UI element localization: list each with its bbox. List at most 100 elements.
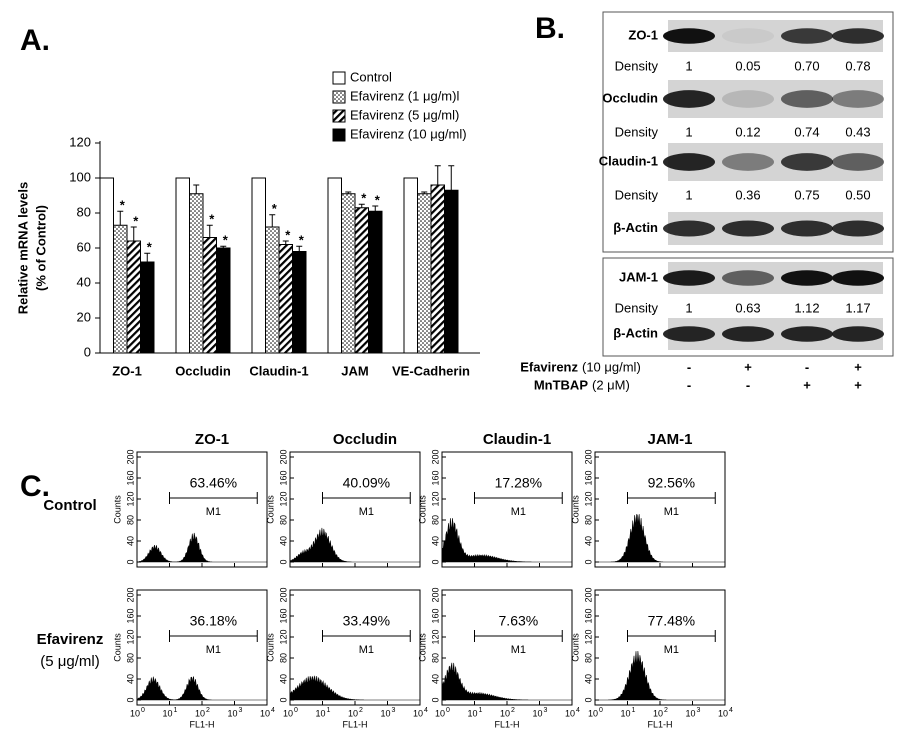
flow-column-title: Occludin [333, 431, 397, 448]
flow-y-tick-label: 200 [278, 587, 288, 602]
flow-y-tick-label: 160 [125, 608, 135, 623]
flow-column-title: ZO-1 [195, 431, 229, 448]
flow-y-tick-label: 120 [278, 629, 288, 644]
error-bar [144, 252, 151, 262]
histogram [289, 527, 420, 563]
flow-y-label: Counts [570, 633, 580, 662]
treatment-sign: - [687, 359, 691, 374]
flow-x-tick-base: 10 [565, 708, 575, 718]
gate-label: M1 [359, 506, 374, 518]
legend-swatch [332, 128, 346, 142]
bar [140, 261, 155, 354]
flow-y-label: Counts [265, 495, 275, 524]
histogram [595, 513, 725, 563]
blot-frame [602, 257, 894, 357]
legend-label: Efavirenz (10 μg/ml) [350, 126, 467, 141]
error-bar [282, 240, 289, 245]
treatment-dose: (2 μM) [592, 377, 630, 392]
error-bar [434, 165, 441, 185]
flow-y-tick-label: 120 [430, 491, 440, 506]
density-label: Density [615, 187, 659, 202]
error-bar [130, 226, 137, 241]
flow-x-tick-base: 10 [435, 708, 445, 718]
flow-y-tick-label: 40 [125, 674, 135, 684]
flow-y-tick-label: 160 [278, 470, 288, 485]
gate-bracket [322, 630, 411, 642]
blot-band [832, 90, 884, 108]
blot-label: Occludin [602, 90, 658, 105]
flow-y-tick-label: 80 [125, 515, 135, 525]
treatment-sign: - [805, 359, 809, 374]
flow-y-tick-label: 0 [583, 559, 593, 564]
flow-y-tick-label: 40 [583, 674, 593, 684]
treatment-sign: + [744, 359, 752, 374]
error-bar [372, 205, 379, 212]
error-bar [296, 245, 303, 252]
legend-swatch [332, 109, 346, 123]
flow-y-tick-label: 200 [583, 449, 593, 464]
bar [417, 193, 432, 354]
flow-x-tick-exponent: 1 [174, 707, 178, 714]
flow-plot [594, 589, 726, 706]
flow-column-title: Claudin-1 [483, 431, 551, 448]
density-label: Density [615, 300, 659, 315]
blot-label: ZO-1 [628, 27, 658, 42]
flow-x-tick-base: 10 [283, 708, 293, 718]
gate-percentage: 40.09% [343, 475, 390, 491]
flow-x-tick-exponent: 3 [239, 707, 243, 714]
density-value: 0.74 [794, 124, 819, 139]
density-value: 1.12 [794, 300, 819, 315]
bar [430, 184, 445, 354]
legend-swatch [332, 90, 346, 104]
flow-x-tick-base: 10 [467, 708, 477, 718]
flow-plot [594, 451, 726, 568]
flow-y-tick-label: 80 [583, 653, 593, 663]
flow-x-tick-base: 10 [315, 708, 325, 718]
gate-bracket [169, 492, 258, 504]
gate-bracket [322, 492, 411, 504]
gate-label: M1 [664, 506, 679, 518]
gate-percentage: 63.46% [190, 475, 237, 491]
density-value: 1.17 [845, 300, 870, 315]
treatment-sign: - [687, 377, 691, 392]
flow-x-tick-exponent: 1 [479, 707, 483, 714]
bar [354, 207, 369, 354]
blot-band [781, 153, 833, 171]
flow-x-tick-exponent: 1 [632, 707, 636, 714]
y-tick-label: 0 [84, 344, 91, 359]
bar [216, 247, 231, 354]
gate-bracket [474, 492, 563, 504]
flow-x-tick-exponent: 4 [271, 707, 275, 714]
flow-y-tick-label: 0 [125, 559, 135, 564]
bar [327, 177, 342, 354]
flow-y-tick-label: 80 [278, 653, 288, 663]
legend-label: Efavirenz (1 μg/m)l [350, 88, 459, 103]
gate-percentage: 92.56% [648, 475, 695, 491]
blot-band [722, 220, 774, 237]
x-tick-label: ZO-1 [112, 363, 142, 378]
density-value: 1 [685, 300, 692, 315]
flow-y-tick-label: 0 [583, 697, 593, 702]
bar [113, 224, 128, 354]
bar [278, 244, 293, 354]
blot-label: JAM-1 [619, 269, 658, 284]
density-value: 0.05 [735, 58, 760, 73]
flow-x-label: FL1-H [189, 719, 214, 729]
blot-band [722, 326, 774, 342]
y-tick-label: 120 [69, 134, 91, 149]
flow-y-tick-label: 120 [125, 629, 135, 644]
flow-x-tick-exponent: 2 [511, 707, 515, 714]
density-value: 0.75 [794, 187, 819, 202]
gate-label: M1 [359, 644, 374, 656]
significance-mark: * [147, 240, 153, 255]
y-tick-label: 40 [77, 274, 91, 289]
flow-y-tick-label: 160 [583, 470, 593, 485]
blot-band [722, 90, 774, 108]
flow-x-tick-exponent: 4 [576, 707, 580, 714]
blot-band [722, 153, 774, 171]
flow-y-tick-label: 160 [125, 470, 135, 485]
error-bar [358, 203, 365, 208]
flow-x-tick-base: 10 [195, 708, 205, 718]
flow-x-tick-base: 10 [227, 708, 237, 718]
flow-y-tick-label: 120 [583, 491, 593, 506]
